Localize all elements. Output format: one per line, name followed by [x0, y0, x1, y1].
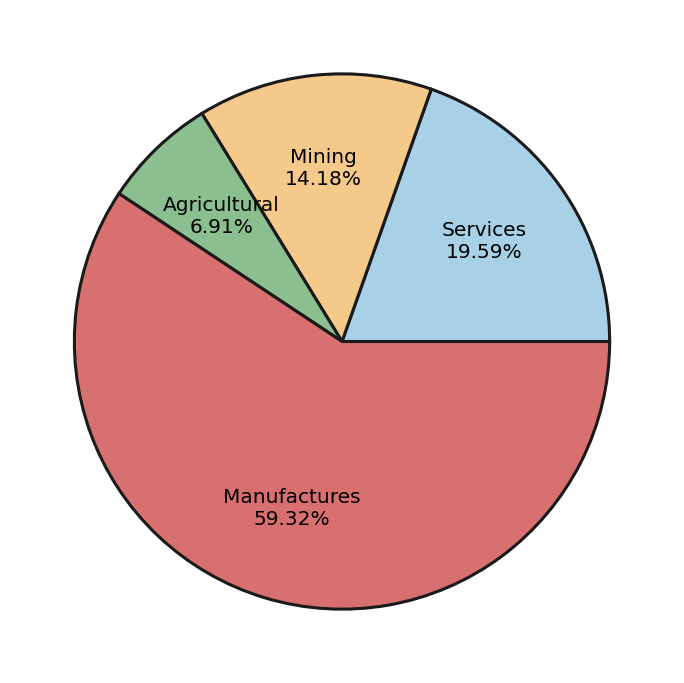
- Text: Manufactures
59.32%: Manufactures 59.32%: [223, 488, 360, 529]
- Wedge shape: [75, 193, 609, 609]
- Text: Mining
14.18%: Mining 14.18%: [285, 148, 362, 189]
- Wedge shape: [119, 113, 342, 342]
- Text: Services
19.59%: Services 19.59%: [441, 221, 527, 262]
- Text: Agricultural
6.91%: Agricultural 6.91%: [163, 196, 280, 237]
- Wedge shape: [202, 74, 431, 342]
- Wedge shape: [342, 89, 609, 342]
